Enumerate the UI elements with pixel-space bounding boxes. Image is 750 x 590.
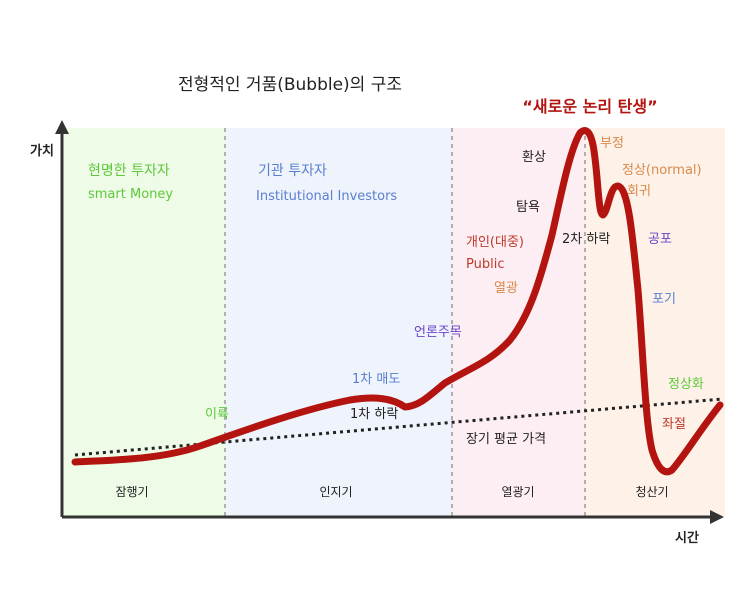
x-axis-arrow-icon (710, 510, 724, 524)
label-despair: 좌절 (662, 417, 686, 432)
label-give-up: 포기 (652, 292, 676, 307)
label-normal: 정상(normal) (622, 163, 702, 178)
long-term-average-line (74, 397, 723, 457)
public-en: Public (466, 257, 504, 272)
institutional-en: Institutional Investors (256, 189, 397, 204)
label-return: 회귀 (627, 184, 651, 199)
label-media: 언론주목 (414, 325, 462, 340)
label-long-term-average: 장기 평균 가격 (466, 432, 546, 447)
y-axis-arrow-icon (55, 120, 69, 134)
label-second-drop: 2차 하락 (562, 232, 610, 247)
label-normalization: 정상화 (668, 377, 704, 392)
phase-mania: 열광기 (501, 485, 534, 499)
peak-label: “새로운 논리 탄생” (522, 97, 657, 116)
x-axis-label: 시간 (675, 530, 699, 546)
label-denial: 부정 (600, 136, 624, 151)
phase-dividers (224, 128, 586, 516)
smart-money-ko: 현명한 투자자 (88, 163, 170, 179)
label-first-sell: 1차 매도 (352, 372, 400, 387)
label-takeoff: 이륙 (205, 407, 229, 422)
phase-blowoff: 청산기 (635, 485, 668, 499)
phase-bg-stealth (64, 128, 225, 516)
phase-awareness: 인지기 (319, 485, 352, 499)
label-first-drop: 1차 하락 (350, 407, 398, 422)
label-fear: 공포 (648, 232, 672, 247)
bubble-price-curve (71, 127, 724, 476)
diagram-title: 전형적인 거품(Bubble)의 구조 (178, 75, 402, 95)
institutional-ko: 기관 투자자 (258, 163, 327, 179)
phase-bg-awareness (225, 128, 452, 516)
label-enthusiasm: 열광 (494, 281, 518, 296)
label-greed: 탐욕 (516, 200, 540, 215)
public-ko: 개인(대중) (466, 235, 524, 250)
y-axis-label: 가치 (30, 143, 54, 159)
phase-stealth: 잠행기 (115, 484, 148, 499)
smart-money-en: smart Money (88, 187, 173, 202)
label-fantasy: 환상 (522, 150, 546, 165)
